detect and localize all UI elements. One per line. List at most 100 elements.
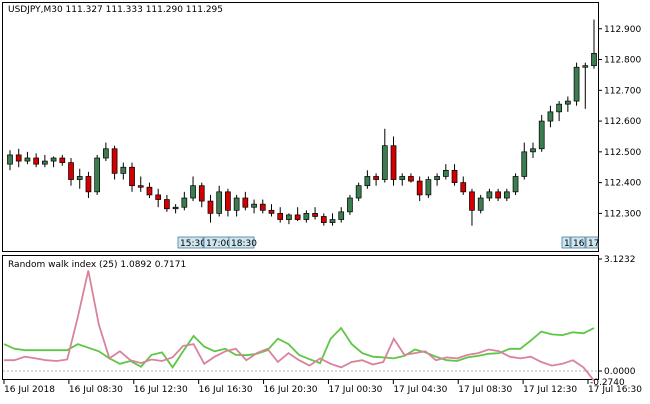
bear-candle: [312, 213, 318, 217]
bear-candle: [268, 209, 275, 214]
bear-candle: [242, 197, 249, 208]
price-tick-label: 112.800: [604, 56, 641, 66]
price-tick-label: 112.900: [604, 25, 641, 35]
time-marker-box: [585, 236, 599, 249]
bear-candle: [390, 145, 397, 180]
time-axis: 16 Jul 2018 16 Jul 08:30 16 Jul 12:30 16 Ju…: [3, 380, 642, 395]
bear-candle: [451, 169, 458, 183]
bear-candle: [495, 191, 501, 199]
bull-candle: [42, 160, 48, 165]
bear-candle: [294, 214, 301, 220]
bear-candle: [68, 162, 74, 180]
bear-candle: [207, 200, 214, 214]
time-marker-label: 17:00: [206, 239, 232, 249]
bull-candle: [530, 148, 536, 153]
bull-candle: [425, 179, 432, 196]
bull-candle: [303, 213, 310, 220]
bull-candle: [76, 176, 83, 180]
bear-candle: [373, 176, 379, 180]
time-marker-box: [561, 236, 571, 249]
bear-candle: [460, 182, 467, 193]
time-marker-label: 18:30: [231, 239, 257, 249]
time-marker-label: 17: [588, 239, 599, 249]
bull-candle: [7, 154, 13, 165]
bull-candle: [442, 169, 449, 177]
bull-candle: [381, 145, 388, 180]
bull-candle: [181, 197, 188, 208]
bull-candle: [582, 65, 589, 68]
bear-candle: [33, 157, 39, 165]
indicator-tick-label: 3.1232: [604, 255, 636, 265]
bull-candle: [434, 176, 440, 180]
indicator-lines: [3, 270, 595, 382]
bull-candle: [172, 206, 179, 210]
time-marker-box: [570, 236, 586, 249]
bull-candle: [538, 120, 545, 150]
bear-candle: [408, 176, 414, 182]
bull-candle: [50, 157, 57, 162]
bull-candle: [286, 214, 292, 220]
time-tick-label: 17 Jul 04:30: [393, 385, 447, 395]
bear-candle: [111, 148, 118, 174]
time-marker-label: 16:: [573, 239, 587, 249]
bull-candle: [591, 53, 597, 67]
bull-candle: [94, 157, 101, 193]
bull-candle: [251, 203, 257, 208]
bear-candle: [155, 194, 162, 200]
bull-candle: [547, 111, 554, 122]
bear-candle: [59, 157, 66, 163]
bull-candle: [120, 166, 127, 174]
rwi-low-line: [4, 270, 595, 382]
bull-candle: [399, 176, 406, 180]
price-axis: 112.900 112.800 112.700 112.600 112.500 112.4…: [598, 25, 641, 219]
indicator-title: Random walk index (25) 1.0892 0.7171: [8, 260, 186, 270]
bear-candle: [198, 185, 205, 202]
bear-candle: [416, 180, 423, 196]
bear-candle: [320, 216, 327, 223]
bear-candle: [225, 191, 231, 211]
bull-candle: [364, 176, 371, 187]
bull-candle: [565, 100, 571, 105]
price-tick-label: 112.300: [604, 209, 641, 219]
symbol-info: USDJPY,M30 111.327 111.333 111.290 111.2…: [8, 5, 223, 15]
bull-candle: [190, 185, 196, 199]
bear-candle: [129, 166, 135, 187]
price-tick-label: 112.400: [604, 179, 641, 189]
bull-candle: [503, 191, 510, 199]
bull-candle: [24, 157, 31, 162]
time-tick-label: 17 Jul 16:30: [588, 385, 642, 395]
time-tick-label: 17 Jul 00:30: [328, 385, 382, 395]
bull-candle: [556, 103, 562, 113]
time-marker-box: [228, 236, 255, 249]
bull-candle: [347, 197, 353, 213]
bull-candle: [521, 151, 528, 177]
bear-candle: [137, 185, 144, 188]
bull-candle: [355, 185, 362, 199]
bull-candle: [486, 191, 493, 199]
bull-candle: [338, 211, 345, 220]
bear-candle: [164, 199, 170, 210]
time-tick-label: 16 Jul 08:30: [69, 385, 123, 395]
bear-candle: [259, 203, 266, 211]
time-tick-label: 16 Jul 12:30: [134, 385, 188, 395]
time-tick-label: 16 Jul 2018: [4, 385, 55, 395]
bull-candle: [103, 148, 109, 159]
bull-candle: [477, 197, 484, 211]
time-marker-label: 1: [564, 239, 570, 249]
time-marker-label: 15:30: [180, 239, 206, 249]
indicator-panel-frame: [2, 255, 599, 380]
bull-candle: [329, 219, 336, 223]
price-tick-label: 112.500: [604, 148, 641, 158]
time-tick-label: 17 Jul 08:30: [458, 385, 512, 395]
price-tick-label: 112.700: [604, 86, 641, 96]
price-tick-label: 112.600: [604, 117, 641, 127]
bear-candle: [146, 186, 153, 196]
rwi-high-line: [3, 326, 595, 370]
indicator-current-value: -0.2740: [590, 378, 625, 388]
time-tick-label: 17 Jul 12:30: [523, 385, 577, 395]
time-tick-label: 16 Jul 20:30: [264, 385, 318, 395]
bear-candle: [85, 176, 92, 193]
bull-candle: [216, 191, 223, 214]
candlesticks: [7, 19, 597, 226]
